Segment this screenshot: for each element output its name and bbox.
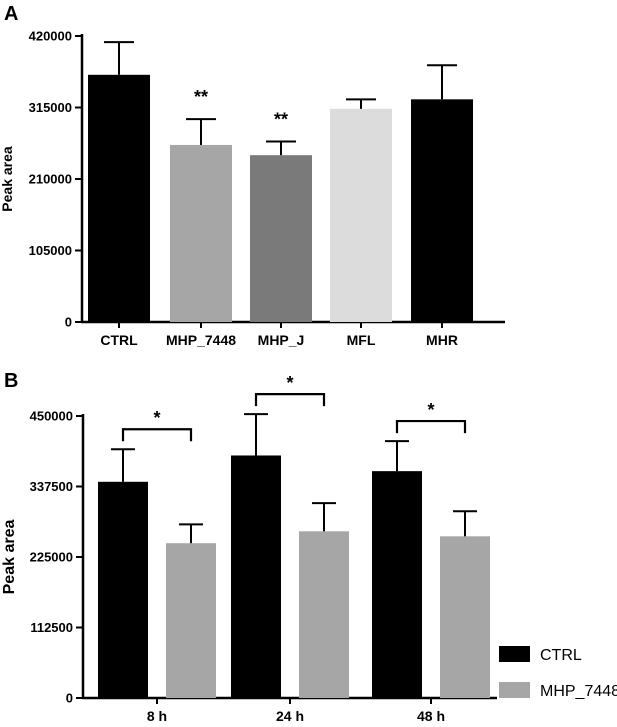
significance-bracket <box>395 419 467 434</box>
bar <box>299 531 349 698</box>
significance-bracket <box>121 428 193 442</box>
x-tick-label: 24 h <box>276 708 304 724</box>
y-tick-label: 105000 <box>29 243 72 258</box>
y-tick-label: 225000 <box>30 550 73 565</box>
legend-swatch <box>499 682 530 698</box>
bar <box>88 74 150 322</box>
bar <box>231 455 281 698</box>
bar <box>372 471 422 698</box>
x-tick-label: MHP_J <box>258 332 305 348</box>
panel-a-chart: A 0 105000 210000 315000 420000 Peak area CTRL M… <box>0 3 505 348</box>
bar <box>166 543 216 698</box>
bar <box>98 481 148 698</box>
significance-marker: * <box>286 373 293 393</box>
significance-bracket <box>254 393 326 407</box>
y-tick-label: 210000 <box>29 172 72 187</box>
y-tick-label: 337500 <box>30 479 73 494</box>
legend-label: CTRL <box>540 647 582 664</box>
x-tick-label: CTRL <box>100 332 138 348</box>
bar <box>250 155 312 322</box>
panel-b-label: B <box>4 370 18 392</box>
y-tick-label: 420000 <box>29 29 72 44</box>
bar <box>440 536 490 698</box>
x-tick-label: MHP_7448 <box>166 332 236 348</box>
y-tick-label: 0 <box>66 691 73 706</box>
x-tick-label: 8 h <box>147 708 167 724</box>
panel-b-chart: B 0 112500 225000 337500 450000 Peak area 8 h * 2… <box>1 370 617 724</box>
y-tick-label: 315000 <box>29 100 72 115</box>
significance-marker: * <box>427 400 434 420</box>
significance-marker: * <box>153 408 160 428</box>
x-tick-label: MFL <box>347 332 376 348</box>
y-tick-label: 0 <box>65 315 72 330</box>
legend-swatch <box>499 646 530 662</box>
x-tick-label: MHR <box>426 332 458 348</box>
significance-marker: ** <box>194 87 208 107</box>
bar <box>411 99 473 322</box>
bar <box>170 144 232 322</box>
y-axis-title: Peak area <box>1 520 18 595</box>
significance-marker: ** <box>274 110 288 130</box>
bar <box>330 108 392 322</box>
y-tick-label: 450000 <box>30 409 73 424</box>
legend-label: MHP_7448 <box>540 683 617 700</box>
x-tick-label: 48 h <box>417 708 445 724</box>
y-tick-label: 112500 <box>30 620 73 635</box>
legend: CTRL MHP_7448 <box>499 646 617 700</box>
panel-a-label: A <box>4 3 18 25</box>
y-axis-title: Peak area <box>0 146 15 212</box>
